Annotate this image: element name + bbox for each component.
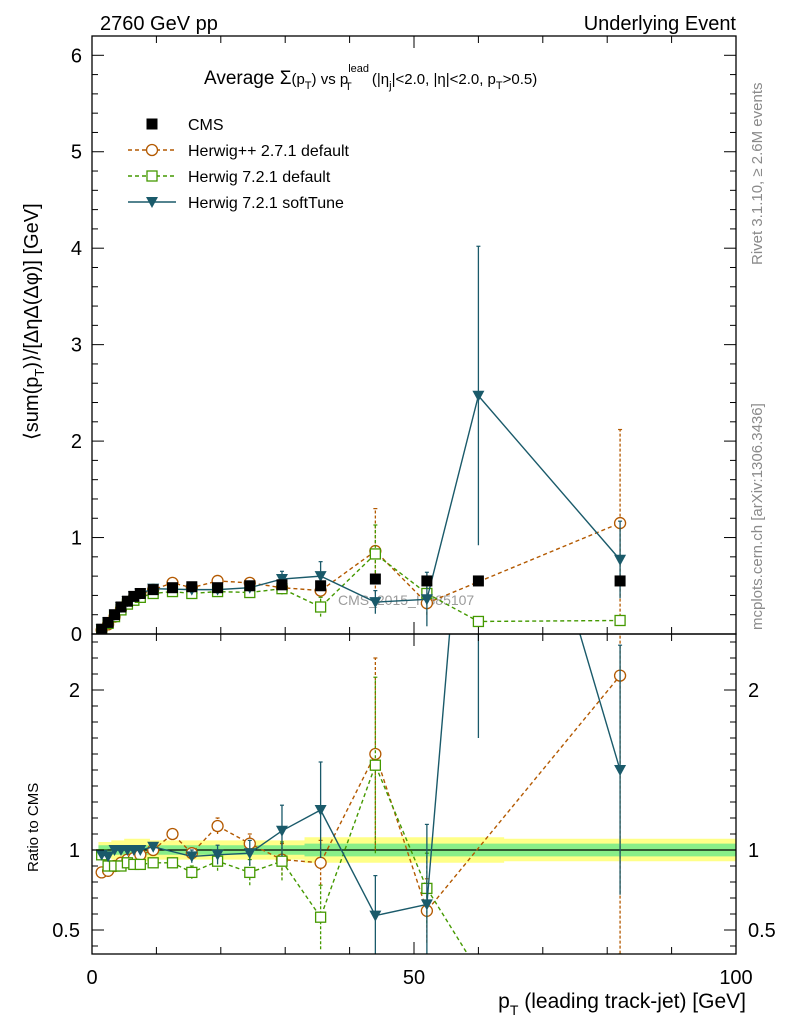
- header-left: 2760 GeV pp: [100, 13, 218, 35]
- legend-label-hpp: Herwig++ 2.7.1 default: [188, 143, 350, 160]
- main-cms-point: [212, 582, 224, 594]
- ratio-y-tick-label-left: 2: [69, 680, 80, 702]
- x-tick-label: 50: [403, 967, 425, 989]
- ratio-h7def-point: [244, 866, 256, 879]
- main-h7soft-point: [369, 597, 382, 609]
- legend-marker-h7def: [146, 170, 158, 182]
- ratio-h7def-point: [134, 858, 146, 871]
- y-tick-label: 2: [71, 431, 82, 453]
- legend-marker-cms: [146, 118, 158, 130]
- ratio-h7soft-point: [134, 845, 147, 856]
- y-tick-label: 4: [71, 238, 82, 260]
- main-cms-point: [128, 590, 140, 602]
- x-tick-label: 0: [86, 967, 97, 989]
- main-h7soft-point: [314, 571, 327, 583]
- main-h7def-point: [614, 614, 626, 627]
- ratio-h7def-point: [166, 857, 179, 869]
- main-cms-point: [276, 579, 288, 591]
- ratio-y-tick-label-left: 1: [69, 840, 80, 862]
- ratio-y-tick-label-left: 0.5: [52, 920, 80, 942]
- ratio-h7soft-point: [614, 765, 627, 776]
- main-h7def-line: [101, 553, 621, 631]
- ratio-ylabel: Ratio to CMS: [25, 783, 42, 872]
- rivet-label: Rivet 3.1.10, ≥ 2.6M events: [749, 83, 766, 266]
- ratio-y-tick-label-right: 0.5: [748, 920, 776, 942]
- main-h7def-point: [369, 548, 382, 560]
- axes: 0 50 100 0 1 2 3 4 5 6 0.5 0.5 1 1 2 2: [52, 35, 776, 989]
- main-cms-point: [421, 575, 433, 587]
- ratio-h7soft-point: [211, 849, 224, 861]
- main-cms-point: [472, 575, 484, 587]
- main-cms-point: [134, 587, 146, 599]
- main-h7soft-point: [614, 554, 627, 566]
- legend-label-h7def: Herwig 7.2.1 default: [188, 169, 331, 186]
- main-ylabel: ⟨sum(pT)⟩/[ΔηΔ(Δφ)] [GeV]: [21, 203, 47, 440]
- header-right: Underlying Event: [584, 13, 737, 35]
- main-cms-point: [109, 609, 121, 621]
- y-tick-label: 6: [71, 45, 82, 67]
- mcplots-label: mcplots.cern.ch [arXiv:1306.3436]: [749, 403, 766, 630]
- main-cms-point: [315, 580, 327, 592]
- ratio-h7soft-point: [185, 851, 198, 863]
- main-cms-point: [121, 595, 133, 607]
- y-tick-label: 1: [71, 528, 82, 550]
- ratio-h7def-point: [473, 967, 483, 977]
- ratio-hpp-point: [369, 747, 382, 761]
- ratio-h7soft-point: [369, 910, 382, 922]
- ratio-hpp-line: [101, 675, 621, 913]
- legend-label-h7soft: Herwig 7.2.1 softTune: [188, 195, 344, 212]
- ratio-y-tick-label-right: 1: [748, 840, 759, 862]
- main-h7def-point: [314, 601, 327, 613]
- main-h7soft-point: [420, 594, 433, 606]
- main-panel-series: [95, 245, 627, 634]
- main-cms-point: [186, 581, 198, 593]
- ratio-hpp-point: [211, 819, 224, 833]
- ratio-h7def-point: [186, 866, 198, 879]
- x-tick-label: 100: [719, 967, 752, 989]
- legend-label-cms: CMS: [188, 117, 224, 134]
- ratio-hpp-point: [166, 827, 179, 841]
- ratio-panel-series: [95, 634, 627, 977]
- ratio-h7soft-point: [147, 841, 160, 853]
- main-cms-point: [102, 616, 114, 628]
- legend: CMS Herwig++ 2.7.1 default Herwig 7.2.1 de…: [128, 117, 350, 212]
- legend-marker-hpp: [145, 143, 159, 157]
- main-cms-point: [244, 580, 256, 592]
- ratio-y-tick-label-right: 2: [748, 680, 759, 702]
- main-hpp-line: [101, 522, 621, 631]
- ratio-h7def-point: [615, 965, 625, 975]
- main-cms-point: [614, 575, 626, 587]
- ratio-h7def-point: [276, 855, 288, 867]
- ratio-h7soft-point: [314, 805, 327, 816]
- ratio-h7soft-point: [420, 899, 433, 911]
- y-tick-label: 5: [71, 142, 82, 164]
- legend-marker-h7soft: [146, 197, 158, 208]
- xlabel: pT (leading track-jet) [GeV]: [498, 990, 746, 1018]
- ratio-h7soft-point: [102, 851, 115, 863]
- main-h7def-point: [472, 615, 485, 628]
- ratio-h7soft-point: [275, 825, 288, 837]
- ratio-h7def-point: [369, 759, 382, 771]
- main-cms-point: [96, 623, 108, 634]
- main-h7soft-point: [472, 390, 485, 402]
- main-cms-point: [369, 573, 381, 585]
- y-tick-label: 0: [71, 624, 82, 646]
- main-cms-point: [115, 601, 127, 613]
- main-cms-point: [147, 584, 159, 596]
- main-cms-point: [167, 582, 178, 594]
- ratio-frame: [91, 633, 737, 955]
- chart-title: Average Σ(pT) vs plead T (|ηj|<2.0, |η|<2…: [204, 63, 537, 93]
- ratio-hpp-point: [314, 856, 327, 869]
- ratio-h7def-point: [147, 857, 159, 869]
- y-tick-label: 3: [71, 335, 82, 357]
- ratio-h7def-line: [101, 763, 469, 954]
- ratio-h7def-point: [314, 911, 327, 923]
- ratio-h7soft-point: [243, 848, 256, 860]
